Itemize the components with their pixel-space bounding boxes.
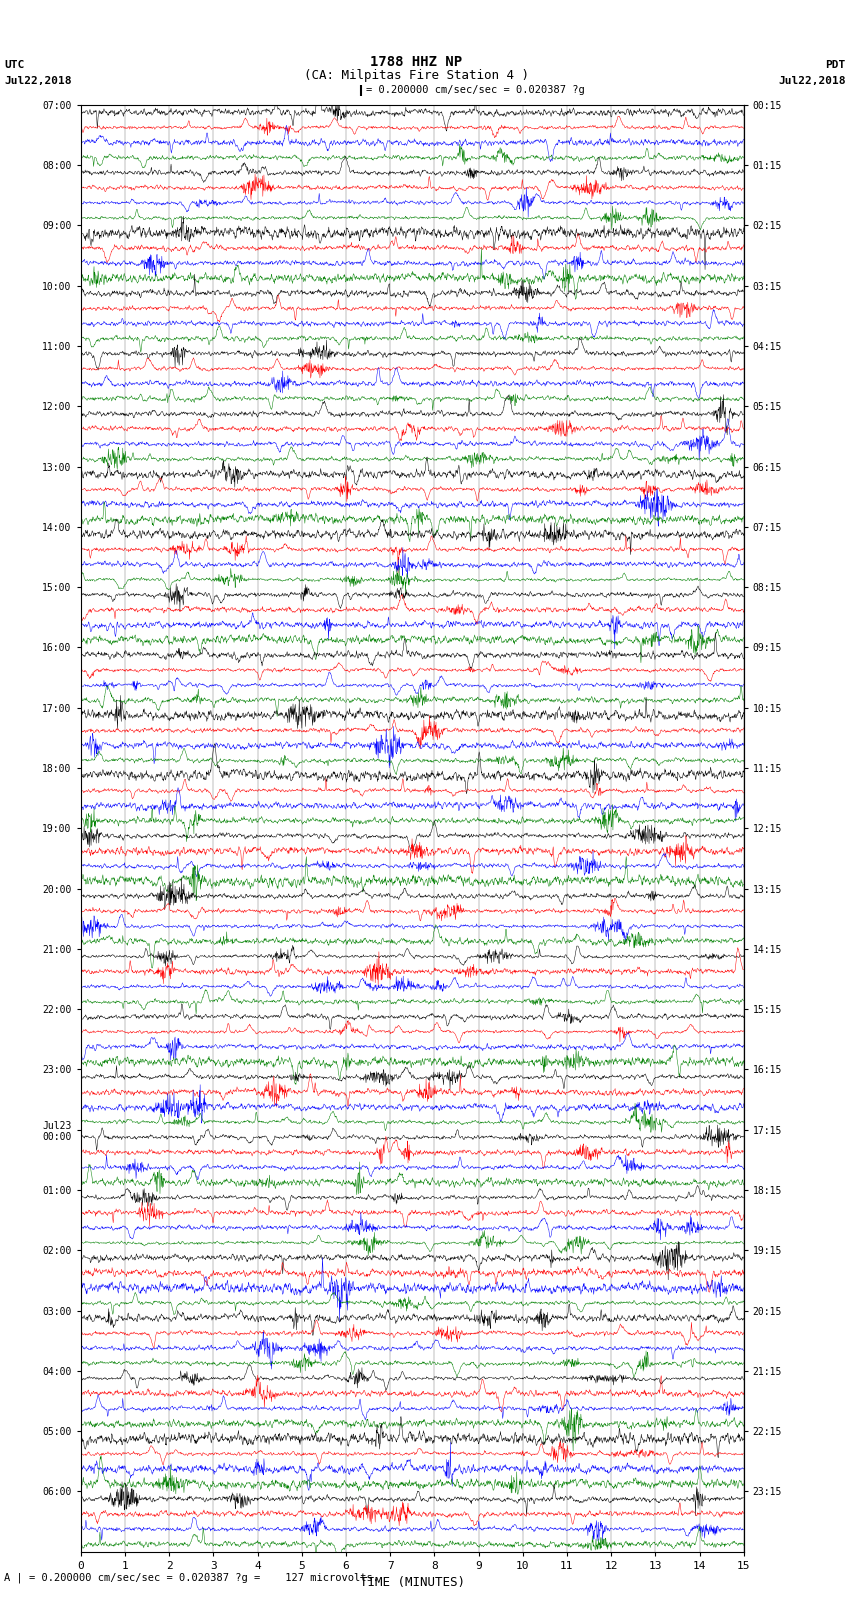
- Text: Jul22,2018: Jul22,2018: [4, 76, 71, 85]
- Text: Jul22,2018: Jul22,2018: [779, 76, 846, 85]
- Text: (CA: Milpitas Fire Station 4 ): (CA: Milpitas Fire Station 4 ): [304, 69, 529, 82]
- Text: = 0.200000 cm/sec/sec = 0.020387 ?g: = 0.200000 cm/sec/sec = 0.020387 ?g: [366, 85, 584, 95]
- Text: 1788 HHZ NP: 1788 HHZ NP: [371, 55, 462, 69]
- Text: A | = 0.200000 cm/sec/sec = 0.020387 ?g =    127 microvolts.: A | = 0.200000 cm/sec/sec = 0.020387 ?g …: [4, 1573, 379, 1582]
- X-axis label: TIME (MINUTES): TIME (MINUTES): [360, 1576, 465, 1589]
- Text: PDT: PDT: [825, 60, 846, 69]
- Text: UTC: UTC: [4, 60, 25, 69]
